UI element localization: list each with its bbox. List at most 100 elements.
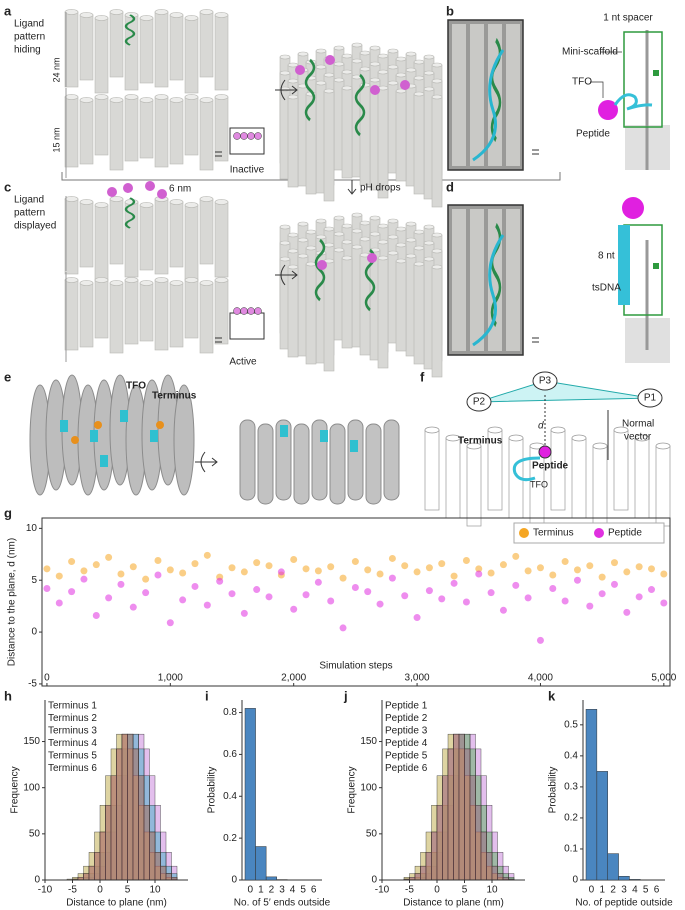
- state-label: Inactive: [230, 165, 265, 176]
- point: [499, 606, 507, 614]
- outline-cylinder: [592, 445, 608, 527]
- point-label: P1: [644, 393, 657, 404]
- cylinder-top: [341, 239, 353, 245]
- cylinder-top: [431, 264, 443, 270]
- cylinder-top: [315, 234, 327, 240]
- point: [512, 581, 520, 589]
- outline-top: [550, 426, 566, 434]
- point: [388, 574, 396, 582]
- point: [487, 589, 495, 597]
- outline-top: [655, 442, 671, 450]
- equals: [215, 151, 222, 157]
- cylinder: [431, 96, 443, 208]
- cylinder-top: [64, 9, 79, 15]
- inset-cylinder: [470, 24, 484, 166]
- state-label: Active: [229, 357, 257, 368]
- hist-bar: [116, 748, 123, 881]
- cylinder-top: [395, 226, 407, 232]
- cylinder-top: [369, 45, 381, 51]
- point: [610, 559, 618, 567]
- bar: [629, 879, 641, 881]
- point-label: P3: [539, 376, 552, 387]
- equals: [215, 337, 222, 343]
- y-tick-label: 0.1: [564, 844, 578, 855]
- point: [376, 600, 384, 608]
- bar: [596, 771, 608, 881]
- y-tick-label: 150: [360, 736, 377, 747]
- helix-bundle: [365, 423, 382, 505]
- point: [598, 573, 606, 581]
- cylinder-top: [377, 239, 389, 245]
- dimension: 15 nm: [51, 127, 61, 152]
- cylinder-top: [333, 215, 345, 221]
- point: [80, 567, 88, 575]
- legend-label: Peptide 4: [385, 738, 428, 749]
- hist-bar: [420, 865, 427, 881]
- cylinder: [199, 11, 214, 78]
- outline-top: [592, 442, 608, 450]
- y-tick-label: 0: [34, 875, 40, 886]
- cell: [240, 132, 248, 140]
- cylinder-top: [109, 280, 124, 286]
- peptide-blob: [295, 65, 305, 75]
- cylinder: [79, 282, 94, 348]
- cylinder-top: [423, 70, 435, 76]
- legend-label: Peptide 6: [385, 763, 428, 774]
- panel-label: a: [4, 3, 12, 18]
- cylinder-top: [395, 258, 407, 264]
- cylinder-top: [139, 202, 154, 208]
- cell: [240, 307, 248, 315]
- hist-bar: [458, 733, 465, 881]
- cylinder: [431, 266, 443, 378]
- point: [388, 554, 396, 562]
- point-circle: [466, 392, 492, 412]
- outline-cylinder: [634, 437, 650, 519]
- annotation: Peptide: [532, 461, 569, 472]
- cylinder-top: [124, 277, 139, 283]
- cylinder-top: [64, 94, 79, 100]
- cylinder: [214, 14, 229, 91]
- tfo-patch: [100, 455, 108, 467]
- cylinder-top: [395, 242, 407, 248]
- cylinder: [395, 90, 407, 182]
- trigger: pH drops: [360, 183, 401, 194]
- cylinder-top: [199, 196, 214, 202]
- y-tick-label: 50: [29, 828, 41, 839]
- hist-bar: [475, 805, 482, 881]
- tfo-patch: [90, 430, 98, 442]
- point: [475, 565, 483, 573]
- cylinder-top: [333, 77, 345, 83]
- cylinder-top: [297, 51, 309, 57]
- cylinder: [124, 279, 139, 345]
- cylinder: [64, 279, 79, 351]
- cylinder: [395, 260, 407, 352]
- cylinder: [64, 96, 79, 168]
- cylinder: [154, 198, 169, 275]
- x-axis-label: No. of 5′ ends outside: [234, 898, 331, 909]
- x-tick-label: 0: [248, 885, 254, 896]
- y-tick-label: 50: [366, 828, 378, 839]
- cylinder: [214, 96, 229, 162]
- y-tick-label: 0.4: [564, 751, 578, 762]
- helix-bundle: [275, 419, 292, 501]
- cylinder-top: [94, 277, 109, 283]
- cylinder-top: [287, 264, 299, 270]
- cylinder: [64, 198, 79, 275]
- point: [314, 578, 322, 586]
- cylinder: [341, 87, 353, 179]
- bar: [244, 708, 256, 881]
- hist-bar: [480, 831, 487, 881]
- cylinder-top: [297, 221, 309, 227]
- cell: [233, 132, 241, 140]
- point: [191, 582, 199, 590]
- point: [129, 563, 137, 571]
- cylinder-top: [94, 202, 109, 208]
- cylinder-top: [199, 9, 214, 15]
- cylinder: [94, 96, 109, 156]
- y-tick-label: 100: [23, 782, 40, 793]
- equals: [532, 337, 539, 343]
- cylinder-top: [387, 218, 399, 224]
- cylinder: [94, 279, 109, 339]
- panel-label: c: [4, 179, 11, 194]
- point: [117, 570, 125, 578]
